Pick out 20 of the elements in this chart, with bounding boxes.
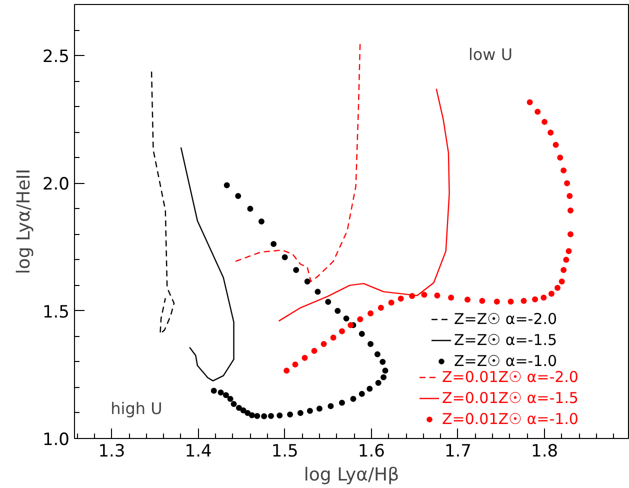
y-tick-label: 1.0 [42,430,70,450]
x-tick-label: 1.5 [271,442,298,462]
y-tick-label: 2.5 [42,47,70,68]
legend-label: Z=0.01Z☉ α=-1.5 [442,389,578,407]
annotation: high U [110,399,162,418]
legend-label: Z=0.01Z☉ α=-2.0 [442,368,578,386]
y-tick-label: 2.0 [42,174,70,195]
x-tick-label: 1.6 [358,442,385,462]
x-tick-label: 1.4 [184,442,212,462]
x-tick-label: 1.8 [531,442,558,462]
x-tick-label: 1.7 [444,442,472,462]
y-tick-label: 1.5 [42,302,70,322]
y-axis-title: log Lyα/HeII [13,168,34,274]
annotation: low U [468,45,513,64]
legend-label: Z=Z☉ α=-1.0 [454,352,558,370]
legend-label: Z=0.01Z☉ α=-1.0 [442,410,578,428]
x-axis-title: log Lyα/Hβ [304,464,400,486]
legend-label: Z=Z☉ α=-1.5 [454,331,558,349]
x-tick-label: 1.3 [98,442,126,462]
legend-label: Z=Z☉ α=-2.0 [454,310,558,328]
